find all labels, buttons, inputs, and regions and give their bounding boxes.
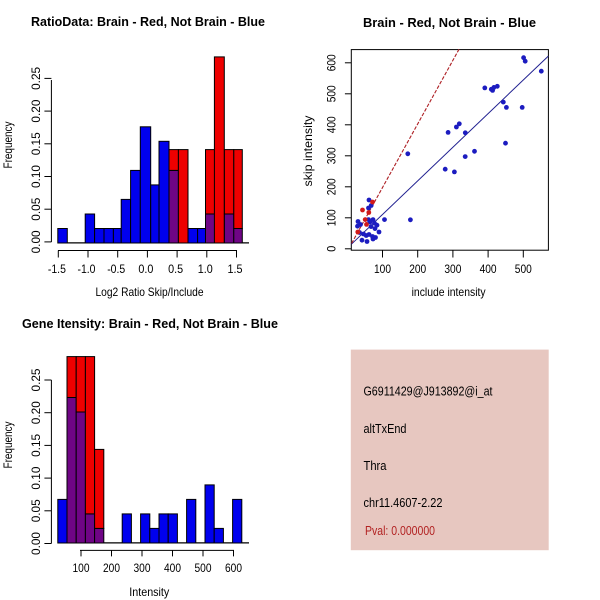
svg-text:skip intensity: skip intensity [301, 116, 315, 187]
svg-text:600: 600 [325, 54, 339, 71]
svg-text:100: 100 [325, 209, 339, 226]
svg-text:500: 500 [515, 262, 532, 276]
svg-text:0.00: 0.00 [29, 230, 43, 253]
svg-text:0.00: 0.00 [29, 532, 43, 555]
svg-text:100: 100 [374, 262, 391, 276]
svg-text:1.5: 1.5 [228, 262, 243, 276]
svg-text:400: 400 [164, 561, 181, 575]
svg-text:500: 500 [195, 561, 212, 575]
svg-text:0.20: 0.20 [29, 401, 43, 424]
svg-text:include intensity: include intensity [412, 285, 486, 299]
svg-text:Intensity: Intensity [129, 585, 169, 599]
svg-text:500: 500 [325, 85, 339, 102]
svg-text:0.25: 0.25 [29, 67, 43, 90]
svg-text:-0.5: -0.5 [107, 262, 125, 276]
svg-text:-1.5: -1.5 [48, 262, 66, 276]
svg-text:600: 600 [225, 561, 242, 575]
svg-text:0.15: 0.15 [29, 434, 43, 457]
svg-text:0.15: 0.15 [29, 132, 43, 155]
svg-text:Gene Itensity: Brain - Red, No: Gene Itensity: Brain - Red, Not Brain - … [22, 316, 278, 331]
svg-text:200: 200 [103, 561, 120, 575]
svg-text:0.10: 0.10 [29, 165, 43, 188]
svg-text:400: 400 [480, 262, 497, 276]
svg-text:100: 100 [73, 561, 90, 575]
svg-text:chr11.4607-2.22: chr11.4607-2.22 [364, 496, 443, 510]
svg-text:0.05: 0.05 [29, 197, 43, 220]
svg-text:Frequency: Frequency [1, 122, 15, 169]
svg-text:0.5: 0.5 [168, 262, 183, 276]
svg-text:200: 200 [325, 178, 339, 195]
svg-text:200: 200 [409, 262, 426, 276]
svg-text:Log2 Ratio Skip/Include: Log2 Ratio Skip/Include [96, 285, 204, 299]
svg-text:Thra: Thra [364, 459, 387, 473]
svg-text:0.20: 0.20 [29, 99, 43, 122]
svg-text:altTxEnd: altTxEnd [364, 422, 407, 436]
svg-text:300: 300 [325, 147, 339, 164]
svg-text:0.10: 0.10 [29, 466, 43, 489]
svg-text:0.25: 0.25 [29, 368, 43, 391]
svg-text:1.0: 1.0 [198, 262, 213, 276]
svg-text:0: 0 [325, 246, 339, 252]
svg-text:0.05: 0.05 [29, 499, 43, 522]
svg-text:300: 300 [444, 262, 461, 276]
svg-text:400: 400 [325, 116, 339, 133]
svg-text:-1.0: -1.0 [78, 262, 96, 276]
svg-text:RatioData: Brain - Red, Not Br: RatioData: Brain - Red, Not Brain - Blue [31, 14, 265, 29]
svg-text:Pval: 0.000000: Pval: 0.000000 [365, 524, 435, 538]
svg-text:Brain - Red, Not Brain - Blue: Brain - Red, Not Brain - Blue [363, 15, 536, 30]
svg-text:G6911429@J913892@i_at: G6911429@J913892@i_at [364, 385, 493, 399]
svg-text:300: 300 [134, 561, 151, 575]
svg-text:Frequency: Frequency [1, 422, 15, 469]
svg-text:0.0: 0.0 [138, 262, 153, 276]
